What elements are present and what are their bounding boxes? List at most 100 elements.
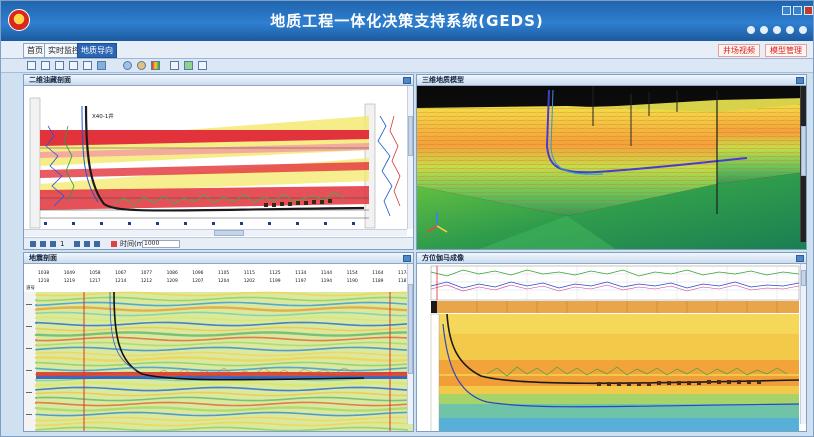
azimuth-gamma-canvas[interactable] bbox=[417, 264, 806, 431]
prev-fast-icon[interactable] bbox=[40, 241, 46, 247]
panel-minimize-icon[interactable] bbox=[403, 77, 411, 84]
next-page-icon[interactable] bbox=[74, 241, 80, 247]
seismic-section-canvas[interactable]: 1038 1049 1058 1067 1077 1086 1096 1105 1115 1125… bbox=[24, 264, 413, 431]
maximize-icon[interactable] bbox=[793, 6, 802, 15]
settings-icon[interactable] bbox=[97, 61, 106, 70]
seismic-reflector bbox=[35, 391, 409, 397]
scroll-thumb[interactable] bbox=[801, 126, 806, 176]
settings-icon[interactable] bbox=[786, 26, 794, 34]
last-page-icon[interactable] bbox=[94, 241, 100, 247]
next-fast-icon[interactable] bbox=[84, 241, 90, 247]
help-icon[interactable] bbox=[773, 26, 781, 34]
seismic-reflector bbox=[35, 326, 409, 332]
tab-geosteering[interactable]: 地质导向 bbox=[77, 43, 117, 58]
scroll-thumb[interactable] bbox=[408, 284, 413, 374]
trace-tick-label: 1197 bbox=[295, 278, 306, 284]
depth-input[interactable]: 1000 bbox=[142, 240, 180, 248]
trace-tick-label: 1154 bbox=[347, 270, 358, 276]
page-number: 1 bbox=[60, 240, 65, 248]
panel-header: 二维油藏剖面 bbox=[24, 75, 413, 86]
seismic-reflector bbox=[35, 341, 409, 347]
trace-tick-label: 1187 bbox=[398, 278, 409, 284]
header-tools bbox=[747, 26, 807, 34]
scroll-thumb[interactable] bbox=[214, 230, 244, 236]
seismic-reflector bbox=[35, 386, 409, 392]
seismic-reflector bbox=[35, 401, 409, 407]
seismic-reflector bbox=[35, 311, 409, 317]
well-icon[interactable] bbox=[83, 61, 92, 70]
company-logo bbox=[8, 9, 30, 31]
field-video-button[interactable]: 井场视频 bbox=[718, 44, 760, 57]
trace-tick-label: 1217 bbox=[89, 278, 100, 284]
toolbar bbox=[1, 59, 813, 73]
trace-tick-label: 1105 bbox=[218, 270, 229, 276]
seismic-reflector bbox=[34, 406, 409, 412]
trace-tick-label: 1194 bbox=[321, 278, 332, 284]
panel-minimize-icon[interactable] bbox=[796, 77, 804, 84]
chart-icon[interactable] bbox=[184, 61, 193, 70]
trace-tick-label: 1214 bbox=[115, 278, 126, 284]
target-icon[interactable] bbox=[123, 61, 132, 70]
seismic-reflector bbox=[35, 416, 409, 422]
panel-title: 三维地质模型 bbox=[422, 76, 464, 84]
scroll-thumb[interactable] bbox=[801, 270, 806, 286]
depth-label: 时间(ms) bbox=[120, 240, 150, 248]
panel-header: 三维地质模型 bbox=[417, 75, 806, 86]
panel-header: 方位伽马成像 bbox=[417, 253, 806, 264]
trace-tick-label: 1209 bbox=[167, 278, 178, 284]
trace-tick-label: 1144 bbox=[321, 270, 332, 276]
layers-icon[interactable] bbox=[69, 61, 78, 70]
trace-tick-label: 1207 bbox=[192, 278, 203, 284]
select-icon[interactable] bbox=[27, 61, 36, 70]
table-icon[interactable] bbox=[170, 61, 179, 70]
panel-minimize-icon[interactable] bbox=[403, 255, 411, 262]
first-page-icon[interactable] bbox=[30, 241, 36, 247]
reservoir-profile-canvas[interactable]: X40-1井 bbox=[24, 86, 413, 236]
trace-tick-label: 1212 bbox=[141, 278, 152, 284]
seismic-section-panel: 地震剖面 1038 1049 1058 1067 1077 1086 1096 1105 111… bbox=[23, 252, 414, 432]
message-icon[interactable] bbox=[760, 26, 768, 34]
panel-header: 地震剖面 bbox=[24, 253, 413, 264]
close-icon[interactable] bbox=[804, 6, 813, 15]
minimize-icon[interactable] bbox=[782, 6, 791, 15]
model-management-button[interactable]: 模型管理 bbox=[765, 44, 807, 57]
profile-hscrollbar[interactable] bbox=[24, 229, 407, 236]
trace-tick-label: 1190 bbox=[347, 278, 358, 284]
trace-tick-label: 1218 bbox=[38, 278, 49, 284]
seismic-reflector bbox=[35, 346, 409, 352]
seismic-reflector bbox=[34, 306, 409, 312]
prev-page-icon[interactable] bbox=[50, 241, 56, 247]
trace-tick-label: 1125 bbox=[269, 270, 280, 276]
trace-tick-label: 1058 bbox=[89, 270, 100, 276]
seismic-reflector bbox=[35, 351, 409, 357]
seismic-reflector bbox=[35, 421, 409, 427]
app-title: 地质工程一体化决策支持系统(GEDS) bbox=[270, 12, 544, 30]
curve-icon[interactable] bbox=[137, 61, 146, 70]
profile-vscrollbar[interactable] bbox=[407, 86, 413, 229]
seismic-reflector bbox=[35, 366, 409, 372]
export-icon[interactable] bbox=[198, 61, 207, 70]
panel-minimize-icon[interactable] bbox=[796, 255, 804, 262]
trace-tick-label: 1204 bbox=[218, 278, 229, 284]
reservoir-profile-panel: 二维油藏剖面 bbox=[23, 74, 414, 250]
azimuth-vscrollbar[interactable] bbox=[800, 264, 806, 424]
grid-icon[interactable] bbox=[41, 61, 50, 70]
model-vscrollbar[interactable] bbox=[800, 86, 806, 242]
scroll-thumb[interactable] bbox=[408, 116, 413, 156]
panel-title: 二维油藏剖面 bbox=[29, 76, 71, 84]
seismic-reflector bbox=[35, 396, 409, 402]
palette-icon[interactable] bbox=[151, 61, 160, 70]
seismic-vscrollbar[interactable] bbox=[407, 264, 413, 424]
title-bar: 地质工程一体化决策支持系统(GEDS) bbox=[1, 1, 813, 41]
profile-nav-bar: 1 时间(ms) 1000 bbox=[24, 237, 413, 249]
trace-tick-label: 1134 bbox=[295, 270, 306, 276]
trace-axis-label: 道号 bbox=[26, 284, 35, 291]
trace-tick-label: 1174 bbox=[398, 270, 409, 276]
book-icon[interactable] bbox=[55, 61, 64, 70]
logout-icon[interactable] bbox=[799, 26, 807, 34]
trace-tick-label: 1067 bbox=[115, 270, 126, 276]
user-icon[interactable] bbox=[747, 26, 755, 34]
geomodel-3d-viewport[interactable] bbox=[417, 86, 806, 249]
panel-title: 地震剖面 bbox=[29, 254, 57, 262]
trace-tick-label: 1096 bbox=[192, 270, 203, 276]
